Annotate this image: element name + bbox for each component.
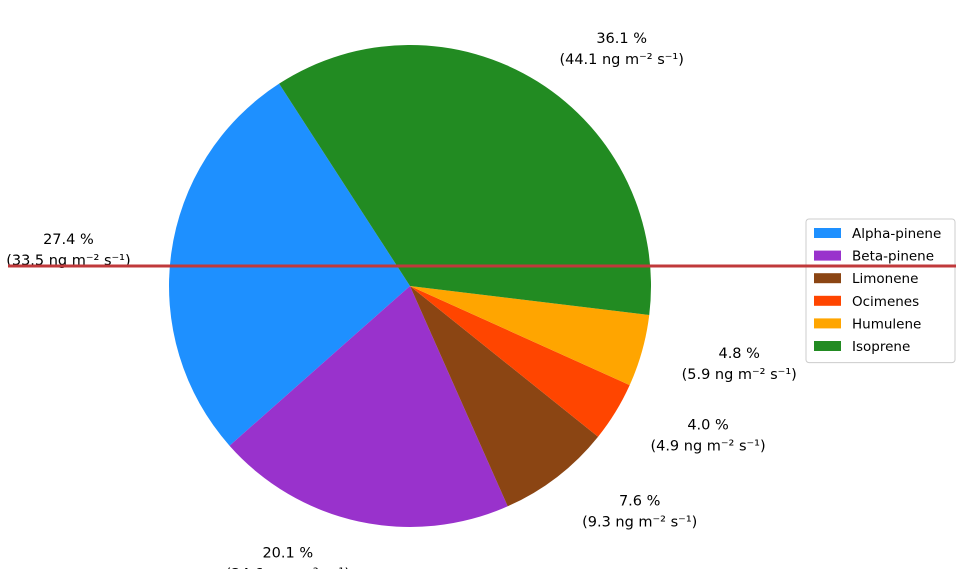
slice-percent-label: 36.1 % [596, 31, 647, 47]
pie-slice-limonene [410, 286, 599, 507]
slice-percent-label: 4.8 % [718, 346, 759, 362]
legend-swatch [814, 228, 841, 238]
legend-label: Ocimenes [852, 294, 919, 310]
slice-value-label: (9.3 ng m⁻² s⁻¹) [582, 514, 697, 530]
slice-percent-label: 4.0 % [687, 417, 728, 433]
legend-swatch [814, 318, 841, 329]
legend-swatch [814, 273, 841, 284]
slice-percent-label: 27.4 % [43, 232, 94, 248]
pie-slice-humulene [410, 286, 650, 386]
slice-value-label: (5.9 ng m⁻² s⁻¹) [682, 367, 797, 383]
slice-value-label: (4.9 ng m⁻² s⁻¹) [650, 438, 765, 454]
legend: Alpha-pinene Beta-pinene Limonene Ocimenes H… [805, 218, 956, 364]
legend-label: Alpha-pinene [852, 226, 941, 242]
slice-percent-label: 20.1 % [262, 546, 313, 562]
slice-percent-label: 7.6 % [619, 493, 660, 509]
legend-label: Isoprene [852, 339, 910, 355]
legend-swatch [814, 250, 841, 261]
legend-label: Beta-pinene [852, 249, 934, 265]
legend-swatch [814, 341, 841, 351]
pie-slice-beta-pinene [229, 286, 508, 527]
slice-value-label: (24.6 ng m⁻² s⁻¹) [226, 567, 350, 569]
pie-slice-isoprene [279, 45, 651, 316]
slice-labels: 27.4 %(33.5 ng m⁻² s⁻¹)20.1 %(24.6 ng m⁻… [6, 31, 797, 569]
pie-slice-ocimenes [410, 286, 630, 437]
legend-swatch [814, 295, 841, 306]
legend-label: Limonene [852, 271, 918, 287]
slice-value-label: (44.1 ng m⁻² s⁻¹) [559, 52, 683, 68]
legend-label: Humulene [852, 316, 921, 332]
legend-frame [805, 218, 956, 364]
pie-slices [168, 45, 651, 527]
